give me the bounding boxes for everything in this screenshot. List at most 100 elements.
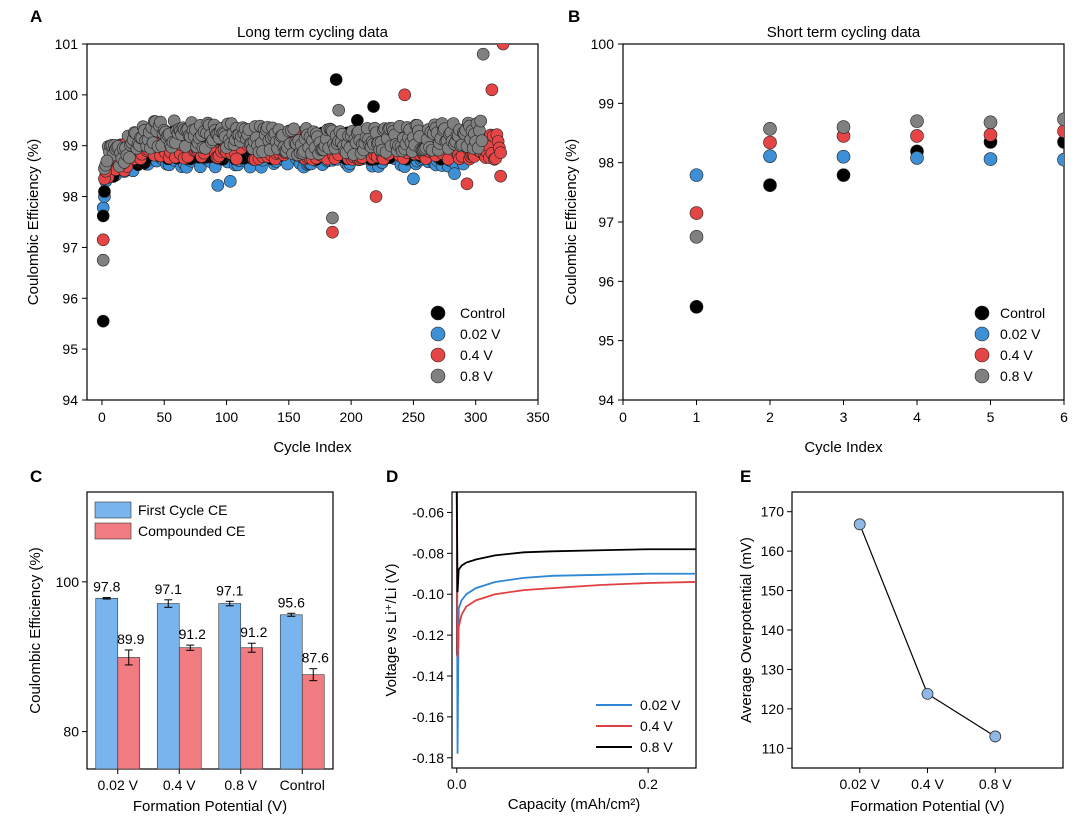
data-point-a-0-8-v	[476, 47, 490, 61]
data-point-b-0-8-v	[763, 122, 777, 136]
legend-label-b: 0.8 V	[1000, 368, 1033, 384]
data-point-b-control	[763, 178, 777, 193]
data-point-a-0-02-v	[448, 167, 461, 180]
bar-c-first-cycle	[95, 598, 119, 770]
data-point-a-control	[351, 113, 364, 127]
x-tick-label-b: 5	[987, 409, 995, 425]
legend-marker-a	[430, 305, 446, 321]
panel-letter-e: E	[740, 467, 751, 486]
data-point-e	[921, 687, 934, 700]
y-tick-label-b: 95	[598, 333, 614, 349]
y-tick-label-a: 95	[62, 341, 78, 357]
bar-c-compounded	[117, 657, 141, 770]
legend-swatch-c	[94, 501, 132, 519]
data-point-a-0-8-v	[287, 122, 301, 136]
bar-c-first-cycle	[218, 603, 242, 770]
data-point-a-control	[96, 209, 110, 223]
x-axis-label-e: Formation Potential (V)	[850, 798, 1004, 815]
plot-frame-b	[622, 43, 1065, 401]
x-tick-label-a: 250	[402, 409, 426, 425]
x-tick-label-e: 0.8 V	[979, 776, 1012, 792]
legend-marker-b	[974, 368, 990, 384]
bar-c-first-cycle	[279, 614, 303, 770]
y-axis-label-e: Average Overpotential (mV)	[738, 537, 755, 723]
bar-c-compounded	[301, 674, 325, 770]
data-point-b-control	[1057, 135, 1064, 149]
x-tick-label-a: 350	[526, 409, 550, 425]
data-point-a-0-8-v	[96, 253, 110, 267]
data-point-a-0-4-v	[494, 169, 507, 183]
y-tick-label-b: 100	[591, 36, 615, 52]
x-tick-label-c: 0.02 V	[98, 777, 139, 793]
y-tick-label-e: 130	[761, 661, 785, 677]
legend-label-c: First Cycle CE	[138, 502, 227, 518]
data-point-a-control	[96, 314, 110, 328]
legend-label-d: 0.8 V	[640, 739, 673, 755]
y-tick-label-d: -0.16	[412, 709, 444, 725]
data-label-c: 91.2	[240, 624, 267, 640]
series-line-d-0-02-v	[455, 492, 696, 754]
legend-label-a: 0.8 V	[460, 368, 493, 384]
y-tick-label-d: -0.08	[412, 545, 444, 561]
x-tick-label-b: 0	[619, 409, 627, 425]
data-label-c: 89.9	[117, 631, 144, 647]
legend-label-b: 0.4 V	[1000, 347, 1033, 363]
data-label-c: 97.1	[216, 582, 243, 598]
y-tick-label-a: 97	[62, 239, 78, 255]
data-label-c: 97.1	[155, 581, 182, 597]
y-tick-label-a: 96	[62, 290, 78, 306]
data-point-b-0-02-v	[1057, 152, 1064, 167]
data-point-a-0-4-v	[485, 83, 499, 97]
plot-frame-d	[451, 491, 697, 769]
x-tick-label-a: 0	[98, 409, 106, 425]
data-point-a-0-4-v	[398, 88, 411, 102]
data-label-c: 87.6	[302, 650, 329, 666]
data-point-a-0-4-v	[96, 233, 110, 247]
x-axis-label-b: Cycle Index	[804, 439, 883, 456]
legend-marker-a	[430, 326, 446, 342]
legend-marker-a	[430, 368, 446, 384]
y-tick-label-e: 120	[761, 701, 785, 717]
x-tick-label-c: 0.4 V	[163, 777, 196, 793]
points-group-b	[689, 112, 1064, 314]
data-point-a-0-4-v	[460, 177, 474, 191]
x-axis-label-d: Capacity (mAh/cm²)	[508, 796, 641, 813]
y-tick-label-c: 80	[63, 724, 79, 740]
legend-marker-b	[974, 305, 990, 321]
x-tick-label-a: 150	[277, 409, 301, 425]
x-tick-label-d: 0.0	[447, 776, 467, 792]
series-line-d-0-8-v	[455, 492, 696, 593]
data-label-c: 91.2	[179, 626, 206, 642]
x-tick-label-b: 4	[913, 409, 921, 425]
panel-letter-c: C	[30, 467, 42, 486]
data-point-e	[853, 518, 866, 531]
legend-label-a: Control	[460, 305, 505, 321]
data-point-a-0-4-v	[230, 152, 243, 166]
y-tick-label-b: 98	[598, 155, 614, 171]
y-tick-label-e: 110	[762, 740, 785, 756]
bar-c-compounded	[178, 647, 202, 770]
panel-letter-a: A	[30, 7, 42, 26]
data-point-b-control	[836, 168, 851, 182]
legend-label-b: 0.02 V	[1000, 326, 1041, 342]
legend-label-d: 0.4 V	[640, 718, 673, 734]
x-tick-label-a: 100	[215, 409, 239, 425]
data-point-a-0-4-v	[496, 44, 510, 51]
y-tick-label-d: -0.10	[412, 586, 444, 602]
data-point-a-0-8-v	[100, 154, 114, 168]
data-point-b-0-02-v	[763, 149, 777, 163]
x-axis-label-c: Formation Potential (V)	[133, 798, 287, 815]
x-tick-label-a: 200	[339, 409, 363, 425]
data-point-a-0-02-v	[211, 179, 225, 192]
legend-label-a: 0.02 V	[460, 326, 501, 342]
legend-swatch-c	[94, 522, 132, 540]
data-point-a-0-02-v	[223, 175, 237, 188]
data-point-b-0-4-v	[1057, 124, 1064, 139]
x-tick-label-c: Control	[280, 777, 325, 793]
bar-c-first-cycle	[156, 603, 180, 770]
data-point-a-0-02-v	[407, 172, 420, 186]
x-tick-label-a: 300	[464, 409, 488, 425]
y-tick-label-d: -0.06	[412, 504, 444, 520]
y-axis-label-a: Coulombic Efficiency (%)	[25, 139, 42, 305]
y-tick-label-a: 101	[55, 36, 79, 52]
